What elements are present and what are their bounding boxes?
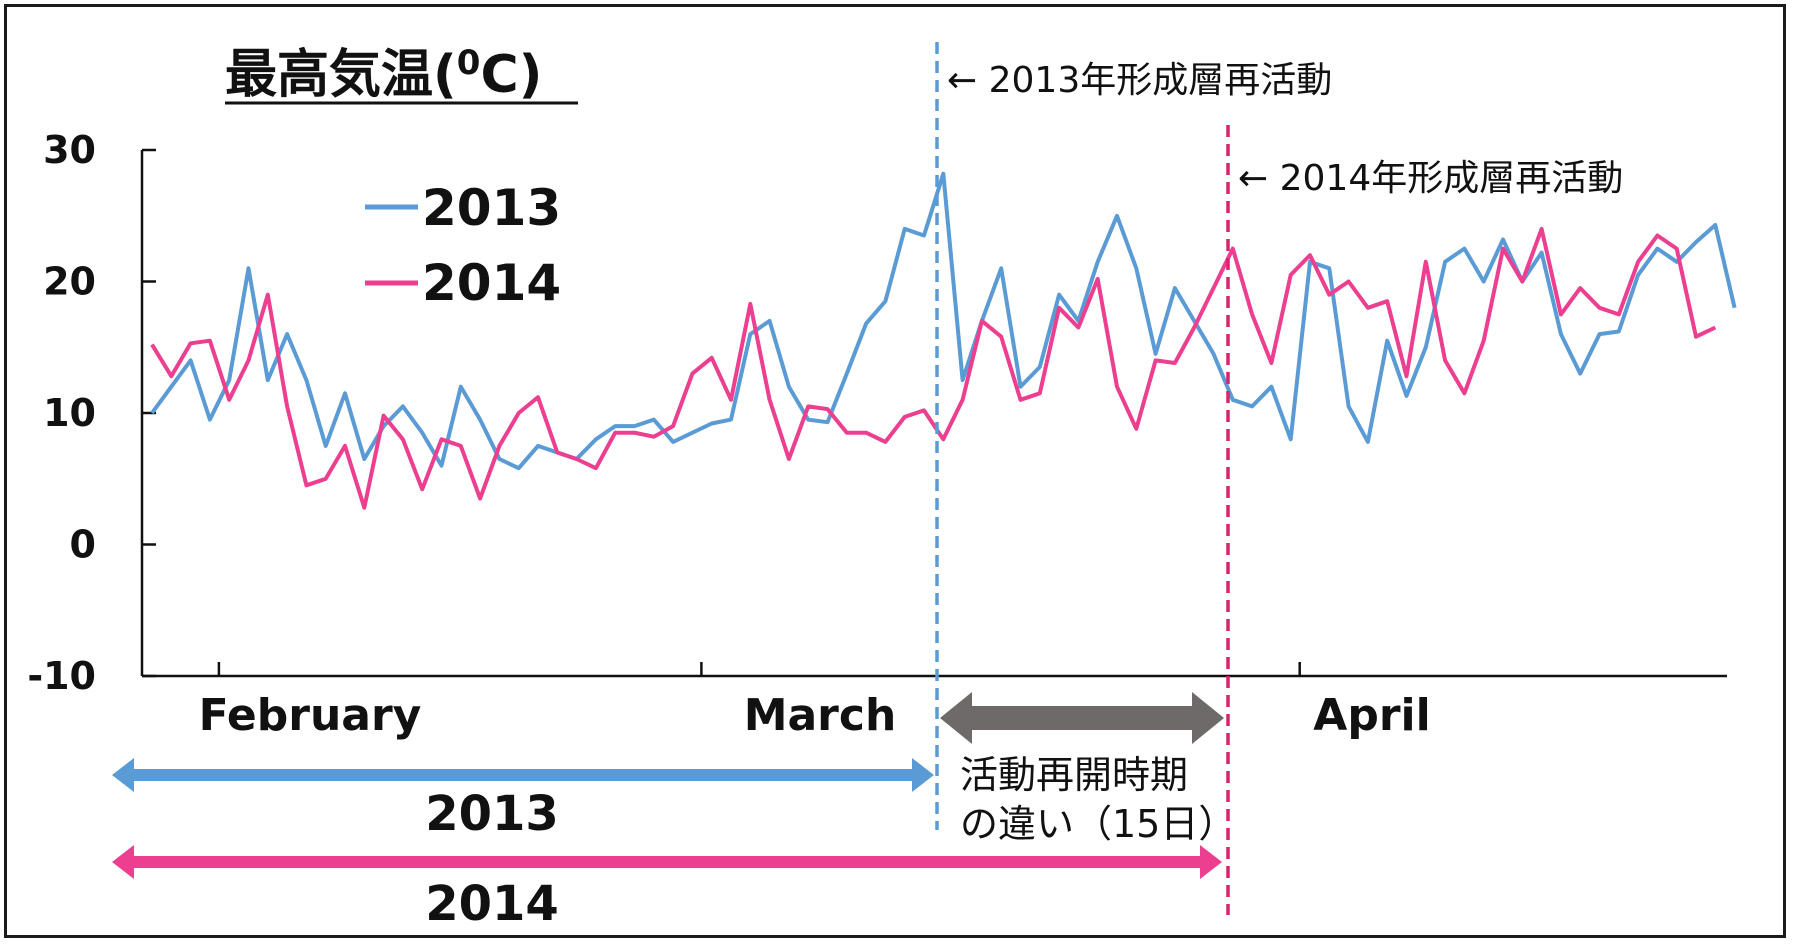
chart-title: 最高気温(0C) [225,43,578,105]
difference-double-arrow [940,692,1224,744]
legend-label-2014: 2014 [422,254,561,312]
legend-label-2013: 2013 [422,179,561,237]
month-labels: February March April [199,662,1431,741]
period-2013: 2013 [112,758,934,842]
title-unit: C) [480,45,542,105]
y-tick-label: 0 [70,523,96,567]
reactivation-label-2014: ← 2014年形成層再活動 [1238,158,1623,199]
period-arrow-2014 [112,845,1222,879]
legend-item-2013: 2013 [365,179,561,237]
month-label-february: February [199,690,422,741]
period-2014: 2014 [112,845,1222,932]
series-line-2013 [150,171,1737,471]
y-tick-label: 30 [43,128,96,172]
series-lines [150,171,1737,510]
reactivation-label-2013: ← 2013年形成層再活動 [947,60,1332,101]
difference-label-line1: 活動再開時期 [960,753,1188,797]
period-arrow-2013 [112,758,934,792]
y-tick-label: -10 [27,654,96,698]
y-tick-label: 10 [43,391,96,435]
difference-arrow: 活動再開時期 の違い（15日） [940,692,1236,846]
series-line-2014 [150,226,1717,510]
title-text: 最高気温(0C) [225,43,542,105]
legend-item-2014: 2014 [365,254,561,312]
period-label-2014: 2014 [425,876,559,932]
month-label-april: April [1313,690,1430,741]
y-ticks: 30 20 10 0 -10 [27,128,156,698]
title-superscript: 0 [457,43,481,83]
month-label-march: March [744,690,897,741]
y-tick-label: 20 [43,260,96,304]
period-label-2013: 2013 [425,786,559,842]
difference-label-line2: の違い（15日） [960,802,1236,846]
legend: 2013 2014 [365,179,561,312]
